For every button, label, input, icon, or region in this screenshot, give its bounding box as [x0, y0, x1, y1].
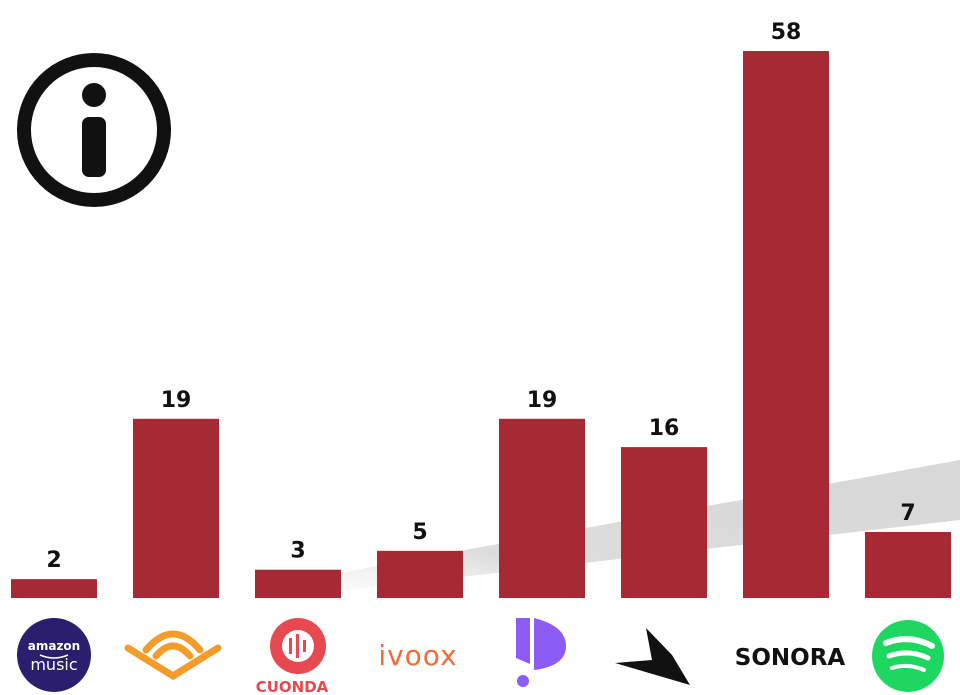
info-icon: [17, 53, 171, 207]
bar-spotify: [865, 531, 951, 598]
bar-ivoox: [377, 550, 463, 598]
value-label-spotify: 7: [900, 501, 915, 526]
bar-podimo: [499, 418, 585, 598]
bars-group: [11, 51, 951, 598]
bar-cuonda: [255, 569, 341, 598]
bar-podium: [621, 447, 707, 598]
sonora-logo: SONORA: [735, 645, 846, 671]
value-label-amazon-music: 2: [46, 548, 61, 573]
podimo-logo: [516, 618, 566, 687]
spotify-logo: [872, 620, 944, 692]
bar-audible: [133, 418, 219, 598]
bar-sonora: [743, 51, 829, 598]
value-label-ivoox: 5: [412, 520, 427, 545]
category-logos: amazon music CUONDA ivoox: [17, 618, 944, 695]
value-label-cuonda: 3: [290, 539, 305, 564]
amazon-music-logo: amazon music: [17, 618, 91, 692]
cuonda-logo-text: CUONDA: [256, 678, 329, 695]
audible-logo: [124, 630, 222, 681]
bar-amazon-music: [11, 579, 97, 598]
value-label-podimo: 19: [527, 388, 558, 413]
ivoox-logo: ivoox: [378, 639, 457, 672]
music-logo-text: music: [30, 655, 77, 674]
amazon-logo-text: amazon: [28, 639, 80, 653]
value-labels-group: 2 19 3 5 19 16 58 7: [46, 20, 915, 573]
value-label-audible: 19: [161, 388, 192, 413]
cuonda-logo: CUONDA: [256, 618, 329, 695]
podium-logo: [615, 628, 690, 685]
value-label-sonora: 58: [771, 20, 802, 45]
value-label-podium: 16: [649, 416, 680, 441]
